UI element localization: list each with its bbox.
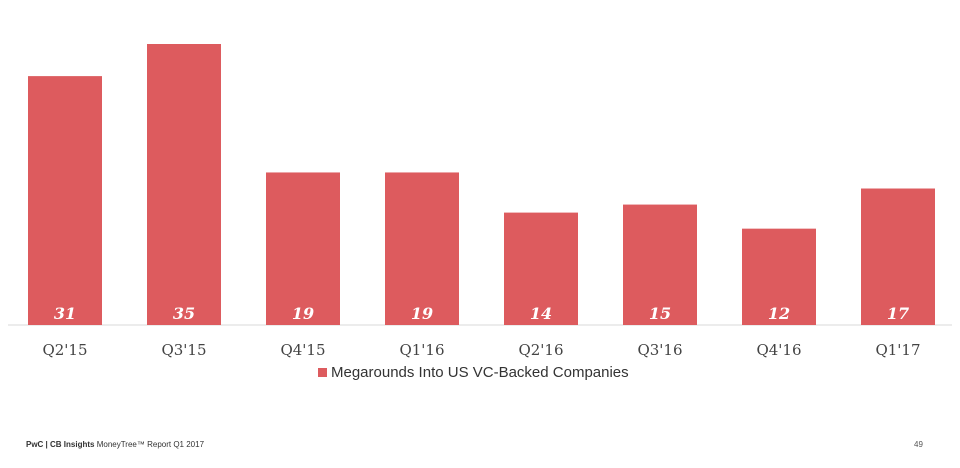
bar-value-label: 19 bbox=[411, 304, 433, 323]
x-tick-label: Q1'17 bbox=[875, 341, 920, 359]
x-tick-label: Q4'15 bbox=[280, 341, 325, 359]
footer-brand: PwC | CB Insights bbox=[26, 440, 95, 449]
x-tick-label: Q3'15 bbox=[161, 341, 206, 359]
x-tick-label: Q1'16 bbox=[399, 341, 444, 359]
bar-Q1'17 bbox=[861, 188, 935, 325]
x-tick-label: Q4'16 bbox=[756, 341, 801, 359]
bar-Q1'16 bbox=[385, 172, 459, 325]
bar-Q3'16 bbox=[623, 204, 697, 325]
bar-value-label: 35 bbox=[173, 304, 195, 323]
footer-source: PwC | CB Insights MoneyTree™ Report Q1 2… bbox=[26, 440, 204, 449]
bar-value-label: 17 bbox=[887, 304, 909, 323]
bar-Q2'16 bbox=[504, 212, 578, 325]
x-tick-label: Q2'16 bbox=[518, 341, 563, 359]
legend-swatch bbox=[318, 367, 327, 377]
bars-group bbox=[28, 44, 935, 325]
x-tick-label: Q3'16 bbox=[637, 341, 682, 359]
page-number: 49 bbox=[914, 440, 923, 449]
bar-Q4'16 bbox=[742, 228, 816, 325]
bar-Q2'15 bbox=[28, 76, 102, 325]
legend-label: Megarounds Into US VC-Backed Companies bbox=[331, 363, 629, 381]
x-tick-label: Q2'15 bbox=[42, 341, 87, 359]
bar-value-label: 12 bbox=[768, 304, 790, 323]
legend: Megarounds Into US VC-Backed Companies bbox=[318, 362, 629, 382]
bar-value-labels-group: 31 35 19 19 14 15 12 17 bbox=[54, 304, 909, 323]
footer-report: MoneyTree™ Report Q1 2017 bbox=[96, 440, 205, 449]
bar-value-label: 14 bbox=[530, 304, 552, 323]
bar-Q3'15 bbox=[147, 44, 221, 325]
bar-value-label: 15 bbox=[649, 304, 671, 323]
bar-Q4'15 bbox=[266, 172, 340, 325]
bar-value-label: 19 bbox=[292, 304, 314, 323]
x-tick-labels-group: Q2'15 Q3'15 Q4'15 Q1'16 Q2'16 Q3'16 Q4'16 Q1'17 bbox=[42, 341, 920, 359]
bar-value-label: 31 bbox=[54, 304, 76, 323]
